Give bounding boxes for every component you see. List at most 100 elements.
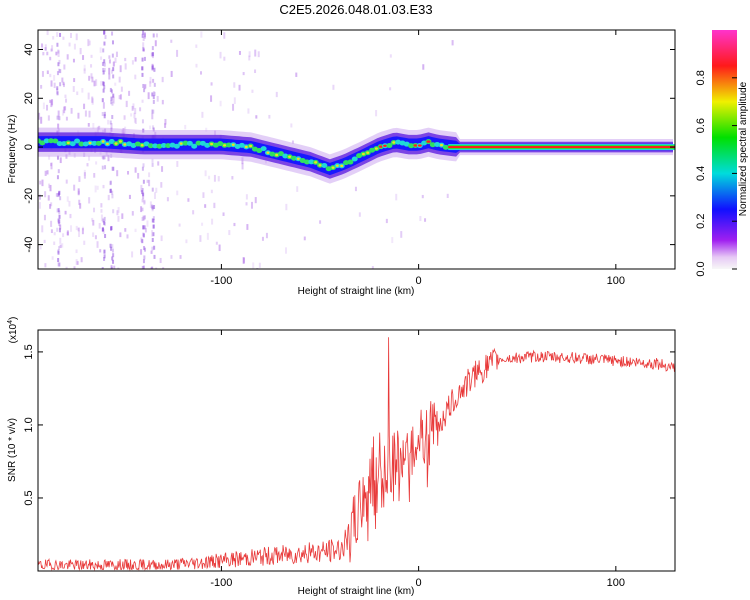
noise-speck: [42, 51, 45, 56]
noise-speck: [50, 48, 53, 52]
noise-speck: [96, 241, 99, 248]
noise-speck: [40, 116, 43, 124]
noise-speck: [112, 61, 115, 68]
noise-speck: [96, 185, 99, 190]
noise-speck: [88, 75, 91, 81]
snr-ticks: -100 0 100 0.5 1.0 1.5: [23, 330, 675, 589]
streak-speck: [111, 101, 114, 106]
streak-speck: [152, 65, 155, 70]
noise-speck: [56, 88, 59, 94]
noise-speck: [65, 266, 68, 269]
colorbar-label: Normalized spectral amplitude: [738, 81, 749, 216]
noise-speck: [202, 192, 205, 198]
streak-speck: [58, 221, 61, 226]
ridge-max: [426, 140, 431, 143]
noise-speck: [42, 102, 45, 110]
noise-speck: [108, 67, 111, 75]
streak-speck: [153, 82, 156, 87]
noise-speck: [170, 255, 173, 259]
noise-speck: [275, 91, 278, 98]
ridge-core: [52, 138, 59, 144]
noise-speck: [40, 84, 43, 89]
noise-speck: [55, 193, 58, 197]
noise-speck: [112, 95, 115, 103]
streak-speck: [142, 30, 145, 35]
ridge-peak: [331, 166, 335, 169]
noise-speck: [144, 227, 147, 233]
streak-speck: [141, 166, 144, 171]
noise-speck: [49, 184, 52, 192]
streak-speck: [142, 179, 145, 184]
noise-speck: [88, 110, 91, 118]
noise-speck: [149, 76, 152, 84]
noise-speck: [43, 239, 46, 244]
noise-speck: [233, 97, 236, 104]
streak-speck: [56, 91, 59, 96]
noise-speck: [53, 241, 56, 246]
streak-speck: [111, 248, 114, 253]
noise-speck: [113, 265, 116, 269]
streak-speck: [103, 67, 106, 72]
noise-speck: [94, 185, 97, 193]
ridge-peak: [266, 151, 270, 154]
noise-speck: [95, 79, 98, 86]
noise-speck: [295, 72, 298, 77]
streak-speck: [112, 93, 115, 98]
noise-speck: [140, 206, 143, 213]
streak-speck: [59, 32, 62, 37]
noise-speck: [233, 82, 236, 88]
noise-speck: [211, 218, 214, 225]
streak-speck: [151, 65, 154, 70]
noise-speck: [157, 161, 160, 166]
noise-speck: [108, 73, 111, 80]
streak-speck: [58, 228, 61, 233]
ridge-peak: [244, 145, 248, 149]
noise-speck: [98, 223, 101, 229]
noise-speck: [59, 237, 62, 244]
noise-speck: [117, 207, 120, 213]
noise-speck: [41, 44, 44, 51]
noise-speck: [110, 265, 113, 269]
noise-speck: [185, 239, 188, 244]
noise-speck: [100, 203, 103, 208]
streak-speck: [110, 89, 113, 94]
noise-speck: [141, 99, 144, 103]
noise-speck: [44, 263, 47, 268]
streak-speck: [150, 52, 153, 57]
noise-speck: [50, 162, 53, 170]
noise-speck: [213, 174, 216, 182]
streak-speck: [153, 205, 156, 210]
noise-speck: [117, 267, 120, 269]
noise-speck: [160, 182, 163, 188]
noise-speck: [248, 55, 251, 61]
streak-speck: [57, 208, 60, 213]
noise-speck: [258, 262, 261, 268]
ridge-peak: [361, 152, 365, 156]
noise-speck: [47, 115, 50, 121]
streak-speck: [109, 243, 112, 248]
noise-speck: [161, 76, 164, 83]
noise-speck: [76, 91, 79, 96]
noise-speck: [222, 212, 225, 216]
ridge-core: [347, 159, 354, 165]
streak-speck: [151, 207, 154, 212]
streak-speck: [58, 116, 61, 121]
noise-speck: [117, 215, 120, 222]
noise-speck: [102, 102, 105, 109]
noise-speck: [250, 201, 253, 209]
streak-speck: [152, 95, 155, 100]
ridge-peak: [123, 143, 127, 146]
noise-speck: [83, 64, 86, 72]
noise-speck: [78, 199, 81, 205]
streak-speck: [152, 224, 155, 229]
noise-speck: [46, 70, 49, 75]
streak-speck: [141, 66, 144, 71]
noise-speck: [62, 233, 65, 238]
streak-speck: [102, 81, 105, 86]
noise-speck: [142, 42, 145, 49]
noise-speck: [146, 179, 149, 183]
noise-speck: [61, 243, 64, 248]
streak-speck: [141, 239, 144, 244]
streak-speck: [56, 71, 59, 76]
noise-speck: [87, 39, 90, 47]
